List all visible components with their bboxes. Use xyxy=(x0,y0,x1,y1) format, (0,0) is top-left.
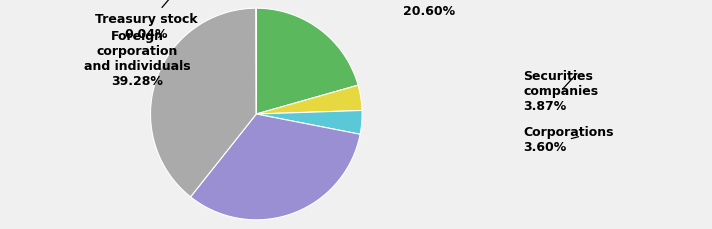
Polygon shape xyxy=(256,86,362,114)
Text: Treasury stock
0.04%: Treasury stock 0.04% xyxy=(95,0,304,41)
Text: Foreign
corporation
and individuals
39.28%: Foreign corporation and individuals 39.2… xyxy=(84,30,190,88)
Polygon shape xyxy=(256,9,358,114)
Polygon shape xyxy=(150,9,256,197)
Polygon shape xyxy=(191,114,360,220)
Polygon shape xyxy=(256,111,362,135)
Text: Securities
companies
3.87%: Securities companies 3.87% xyxy=(523,70,599,113)
Text: Financial
institutions
20.60%: Financial institutions 20.60% xyxy=(403,0,483,18)
Text: Corporations
3.60%: Corporations 3.60% xyxy=(523,126,614,154)
